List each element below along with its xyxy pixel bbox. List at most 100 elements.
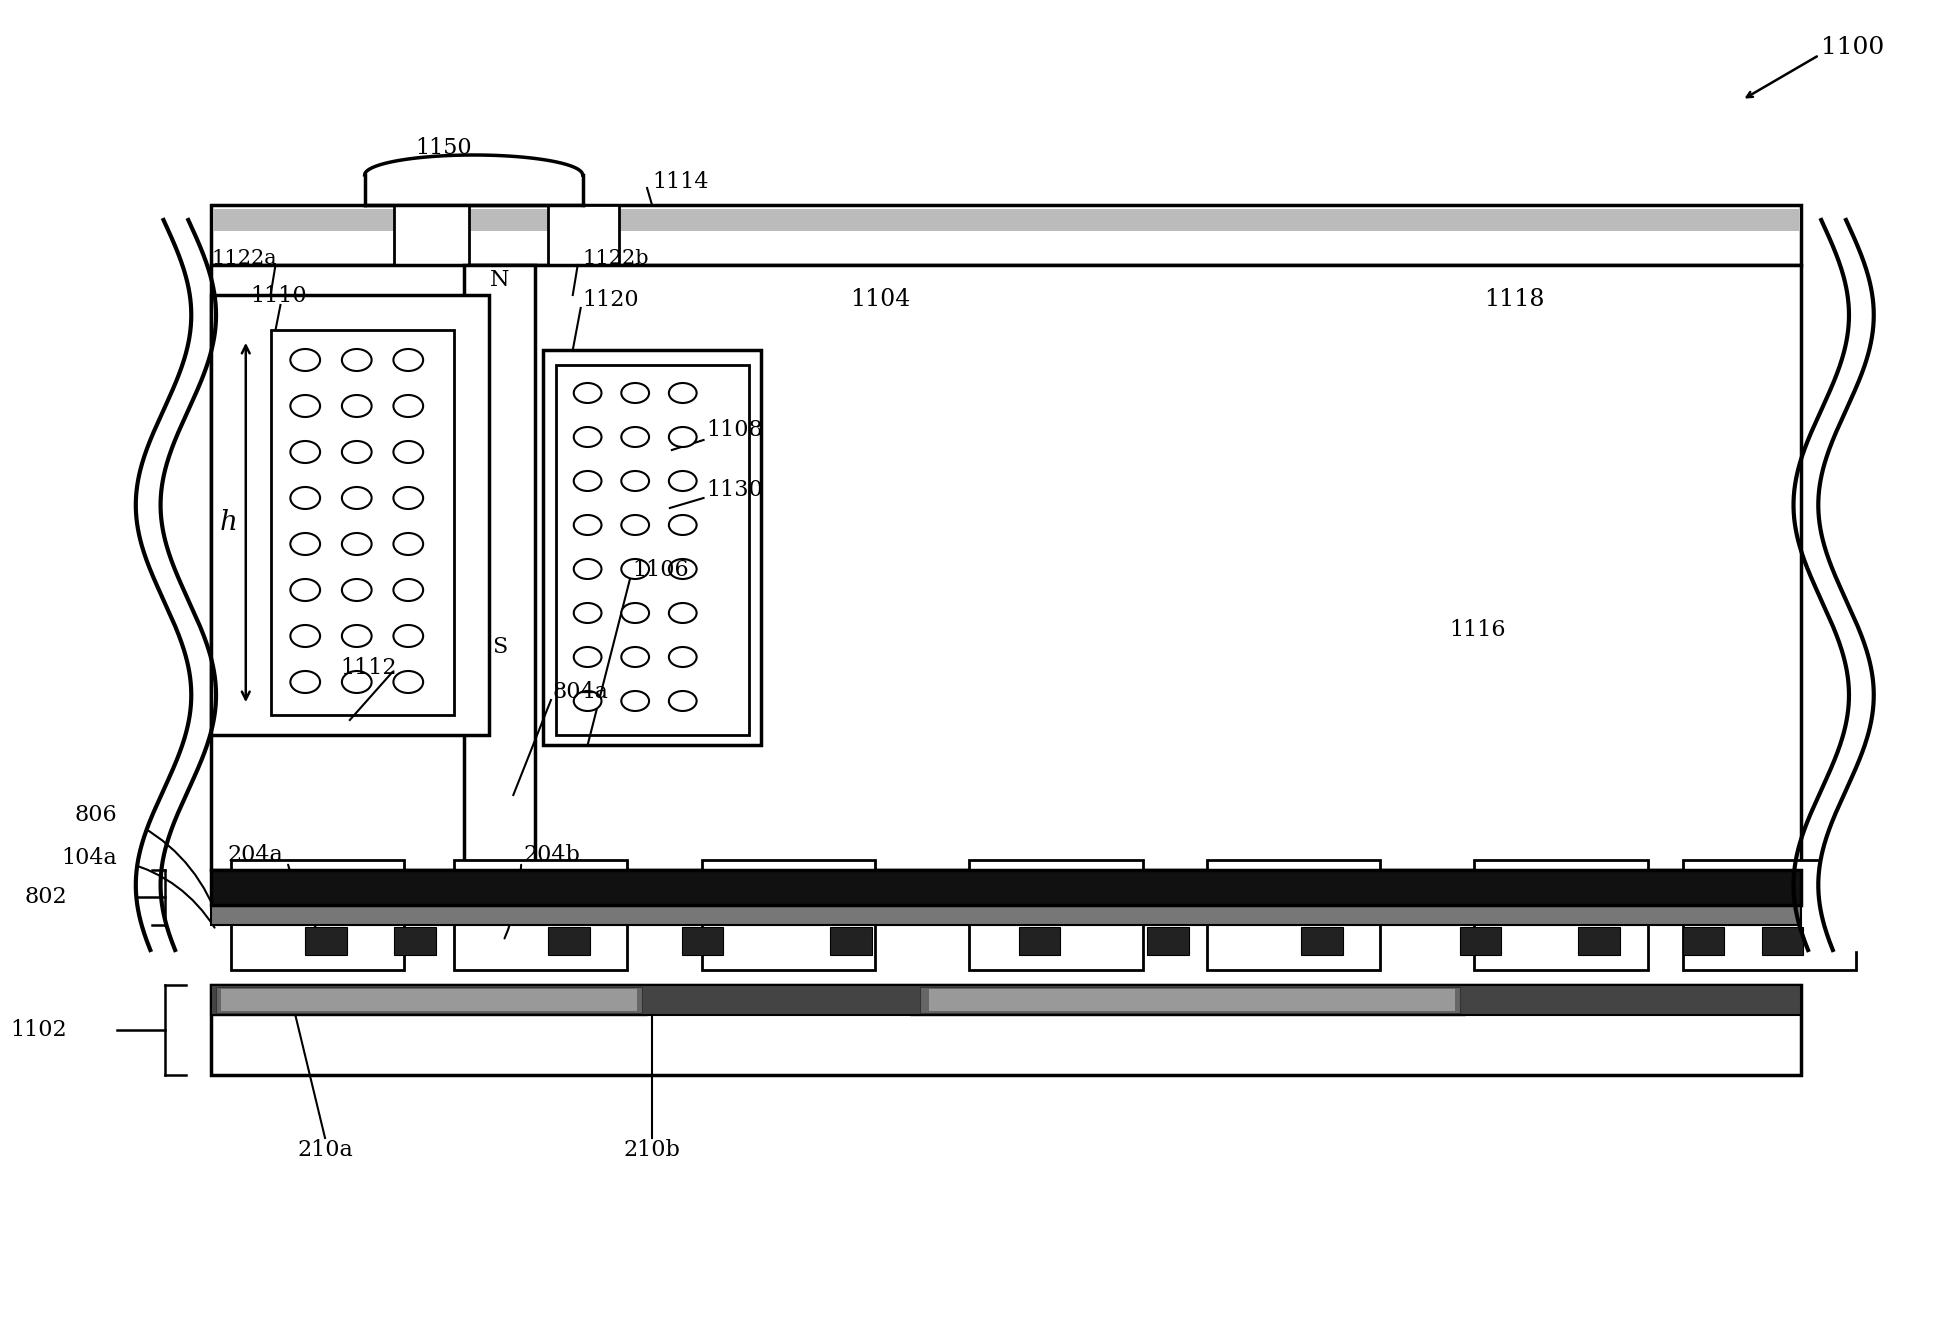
Text: 1104: 1104 bbox=[849, 288, 910, 312]
Bar bbox=[354, 988, 409, 1012]
Text: 1150: 1150 bbox=[415, 137, 472, 159]
Bar bbox=[493, 988, 548, 1012]
Text: 1120: 1120 bbox=[583, 289, 640, 311]
Ellipse shape bbox=[393, 625, 423, 647]
Bar bbox=[1237, 988, 1327, 1012]
Text: 1110: 1110 bbox=[250, 285, 307, 307]
Ellipse shape bbox=[393, 395, 423, 416]
Ellipse shape bbox=[669, 471, 697, 491]
Ellipse shape bbox=[620, 427, 650, 447]
Text: 1130: 1130 bbox=[706, 479, 763, 501]
Ellipse shape bbox=[342, 487, 372, 509]
Ellipse shape bbox=[290, 349, 321, 371]
Bar bbox=[1683, 860, 1855, 969]
Text: 1122a: 1122a bbox=[211, 249, 276, 268]
Ellipse shape bbox=[669, 558, 697, 578]
Ellipse shape bbox=[669, 603, 697, 623]
Ellipse shape bbox=[620, 647, 650, 667]
Bar bbox=[556, 366, 750, 735]
Bar bbox=[1344, 988, 1433, 1012]
Bar bbox=[454, 860, 628, 969]
Bar bbox=[920, 988, 1008, 1012]
Ellipse shape bbox=[290, 533, 321, 554]
Ellipse shape bbox=[393, 533, 423, 554]
Ellipse shape bbox=[342, 441, 372, 463]
Text: S: S bbox=[491, 636, 507, 657]
Bar bbox=[211, 295, 489, 735]
Ellipse shape bbox=[342, 625, 372, 647]
Text: 1102: 1102 bbox=[12, 1019, 67, 1040]
Bar bbox=[1579, 927, 1620, 955]
Text: 1114: 1114 bbox=[652, 171, 708, 193]
Ellipse shape bbox=[573, 647, 601, 667]
Ellipse shape bbox=[573, 603, 601, 623]
Bar bbox=[1460, 927, 1501, 955]
Bar bbox=[1761, 927, 1804, 955]
Bar bbox=[395, 205, 470, 270]
Ellipse shape bbox=[573, 471, 601, 491]
Bar bbox=[1301, 927, 1343, 955]
Ellipse shape bbox=[290, 487, 321, 509]
Ellipse shape bbox=[573, 691, 601, 711]
Ellipse shape bbox=[620, 471, 650, 491]
Bar bbox=[564, 988, 616, 1012]
Bar bbox=[215, 987, 642, 1014]
Bar bbox=[920, 987, 1460, 1014]
Bar bbox=[830, 927, 873, 955]
Bar bbox=[221, 990, 638, 1011]
Ellipse shape bbox=[620, 383, 650, 403]
Ellipse shape bbox=[342, 671, 372, 694]
Bar bbox=[286, 988, 341, 1012]
Bar bbox=[211, 265, 1802, 870]
Bar bbox=[910, 986, 1464, 1015]
Ellipse shape bbox=[573, 427, 601, 447]
Bar bbox=[231, 860, 405, 969]
Bar bbox=[211, 870, 1802, 905]
Ellipse shape bbox=[669, 647, 697, 667]
Ellipse shape bbox=[290, 395, 321, 416]
Ellipse shape bbox=[669, 383, 697, 403]
Text: 1122b: 1122b bbox=[583, 249, 650, 268]
Ellipse shape bbox=[620, 691, 650, 711]
Ellipse shape bbox=[393, 671, 423, 694]
Ellipse shape bbox=[290, 625, 321, 647]
Bar bbox=[1147, 927, 1190, 955]
Bar bbox=[1207, 860, 1380, 969]
Text: 1116: 1116 bbox=[1450, 619, 1507, 641]
Ellipse shape bbox=[342, 395, 372, 416]
Text: 210b: 210b bbox=[624, 1139, 681, 1161]
Text: 1106: 1106 bbox=[632, 558, 689, 581]
Bar bbox=[1020, 927, 1061, 955]
Text: 204b: 204b bbox=[523, 844, 579, 866]
Ellipse shape bbox=[290, 671, 321, 694]
Ellipse shape bbox=[620, 558, 650, 578]
Text: N: N bbox=[489, 269, 509, 291]
Bar bbox=[211, 986, 1802, 1015]
Bar bbox=[211, 905, 1802, 925]
Bar bbox=[701, 860, 875, 969]
Ellipse shape bbox=[342, 533, 372, 554]
Bar bbox=[211, 205, 1802, 265]
Ellipse shape bbox=[393, 578, 423, 601]
Bar bbox=[548, 205, 618, 270]
Bar bbox=[213, 209, 1798, 232]
Bar bbox=[1131, 988, 1221, 1012]
Bar bbox=[930, 990, 1454, 1011]
Bar bbox=[211, 986, 1802, 1075]
Ellipse shape bbox=[669, 516, 697, 536]
Ellipse shape bbox=[393, 349, 423, 371]
Bar bbox=[1474, 860, 1648, 969]
Bar bbox=[1683, 927, 1724, 955]
Bar bbox=[395, 927, 436, 955]
Text: 1108: 1108 bbox=[706, 419, 763, 441]
Ellipse shape bbox=[342, 349, 372, 371]
Text: 804a: 804a bbox=[554, 682, 609, 703]
Bar bbox=[215, 988, 270, 1012]
Bar bbox=[270, 329, 454, 715]
Ellipse shape bbox=[290, 441, 321, 463]
Text: 802: 802 bbox=[25, 886, 67, 908]
Ellipse shape bbox=[573, 383, 601, 403]
Ellipse shape bbox=[342, 578, 372, 601]
Text: 104a: 104a bbox=[61, 848, 117, 869]
Text: 1112: 1112 bbox=[341, 657, 397, 679]
